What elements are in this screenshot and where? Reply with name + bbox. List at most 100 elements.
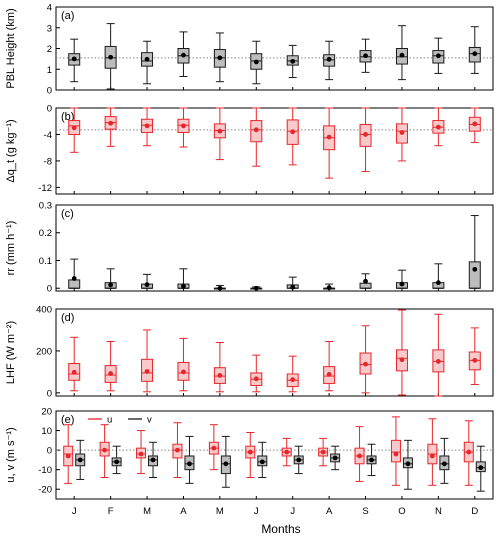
month-label: D — [471, 506, 478, 517]
box-PBL Height-M — [213, 32, 226, 83]
box-PBL Height-A — [177, 31, 190, 78]
mean-marker — [144, 123, 150, 129]
box-rr-D — [468, 215, 481, 289]
mean-marker — [108, 120, 114, 126]
y-tick-label: -20 — [38, 485, 52, 496]
mean-marker — [253, 285, 259, 291]
box-v-O — [402, 439, 413, 490]
mean-marker — [399, 281, 405, 287]
panel-label: (b) — [61, 111, 74, 123]
month-label: M — [216, 506, 224, 517]
mean-marker — [175, 447, 180, 453]
y-tick-label: -4 — [44, 130, 52, 141]
y-tick-label: 3 — [47, 23, 52, 34]
mean-marker — [217, 128, 223, 134]
mean-marker — [102, 447, 108, 453]
mean-marker — [290, 58, 296, 64]
month-label: A — [326, 506, 333, 517]
box-rr-J — [286, 276, 299, 290]
mean-marker — [435, 280, 441, 286]
y-tick-label: 4 — [47, 3, 52, 14]
box-u-N — [427, 418, 438, 486]
box-PBL Height-D — [468, 26, 481, 74]
box-LHF-A — [323, 340, 336, 392]
box-Δq_t-S — [359, 107, 372, 173]
y-tick-label: 0 — [47, 86, 52, 97]
box-PBL Height-S — [359, 38, 372, 73]
box-u-J — [281, 437, 292, 467]
box-PBL Height-J — [250, 40, 263, 85]
mean-marker — [217, 373, 223, 378]
plot-frame — [55, 6, 494, 91]
box-Δq_t-M — [213, 107, 226, 161]
mean-marker — [253, 59, 259, 65]
panel-label: (a) — [61, 10, 74, 22]
mean-marker — [326, 285, 332, 291]
month-label: N — [435, 506, 442, 517]
box-LHF-S — [359, 325, 372, 394]
month-label: F — [108, 506, 114, 517]
mean-marker — [181, 52, 186, 58]
box-u-M — [136, 430, 147, 475]
mean-marker — [326, 372, 332, 377]
mean-marker — [357, 453, 362, 459]
box-u-J — [245, 432, 256, 478]
mean-marker — [181, 123, 186, 129]
box-rr-M — [213, 284, 226, 291]
mean-marker — [108, 371, 114, 376]
mean-marker — [472, 266, 478, 272]
mean-marker — [290, 377, 296, 383]
month-label: J — [290, 506, 295, 517]
y-axis-label: u, v (m s⁻¹) — [5, 427, 17, 482]
y-axis-label: PBL Height (km) — [5, 8, 17, 88]
box-v-A — [330, 445, 341, 471]
mean-marker — [435, 124, 441, 130]
box-rr-F — [104, 268, 117, 289]
mean-marker — [393, 451, 399, 457]
mean-marker — [253, 376, 259, 382]
legend-label: v — [147, 415, 152, 426]
box-Δq_t-N — [432, 107, 445, 147]
box-u-F — [99, 424, 110, 478]
mean-marker — [399, 357, 405, 363]
x-axis-label: Months — [261, 522, 300, 536]
mean-marker — [290, 284, 296, 290]
box-u-J — [63, 424, 74, 484]
y-tick-label: 10 — [41, 426, 52, 437]
panel: 0 -4 -8 -12 (b) Δq_t (g kg⁻¹) — [5, 104, 494, 195]
plot-frame — [55, 107, 494, 195]
mean-marker — [472, 51, 478, 57]
y-tick-label: 0 — [47, 388, 52, 399]
mean-marker — [71, 56, 77, 62]
box-Δq_t-A — [323, 107, 336, 179]
box-PBL Height-J — [68, 38, 81, 83]
y-tick-label: 0.1 — [39, 256, 52, 267]
box-rr-J — [250, 285, 263, 291]
box-rr-S — [359, 273, 372, 289]
mean-marker — [223, 461, 229, 467]
mean-marker — [144, 369, 150, 374]
box-LHF-F — [104, 340, 117, 392]
legend-label: u — [107, 415, 112, 426]
iqr-box — [359, 282, 372, 289]
panel: 0 0.1 0.2 0.3 (c) rr (mm h⁻¹) — [5, 201, 494, 295]
y-tick-label: 20 — [41, 407, 52, 418]
y-tick-label: -12 — [38, 183, 52, 194]
mean-marker — [369, 457, 374, 463]
panel-label: (e) — [61, 414, 74, 426]
mean-marker — [65, 453, 71, 459]
box-v-D — [475, 445, 486, 492]
mean-marker — [435, 53, 441, 59]
iqr-box — [68, 279, 81, 289]
box-u-A — [318, 437, 329, 467]
box-rr-A — [177, 268, 190, 289]
box-Δq_t-J — [286, 107, 299, 166]
box-LHF-A — [177, 337, 190, 392]
y-tick-label: 0.2 — [39, 228, 52, 239]
box-Δq_t-F — [104, 107, 117, 147]
mean-marker — [326, 56, 332, 62]
y-tick-label: 1 — [47, 65, 52, 76]
mean-marker — [472, 357, 478, 363]
